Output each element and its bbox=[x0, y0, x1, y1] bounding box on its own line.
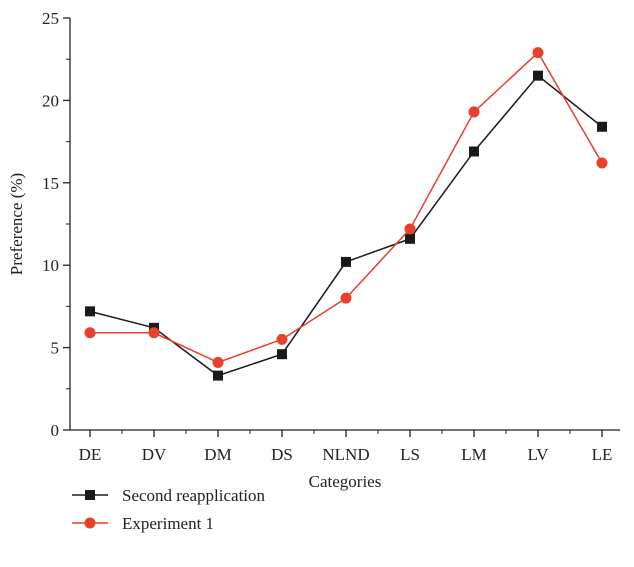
ticks: 0 5 10 15 20 25 DE DV DM DS NLND LS LM LV LE bbox=[42, 9, 612, 464]
y-tick-label: 5 bbox=[51, 339, 60, 358]
y-axis-title: Preference (%) bbox=[7, 173, 26, 275]
x-tick-label: LE bbox=[592, 445, 613, 464]
y-tick-label: 20 bbox=[42, 91, 59, 110]
data-point bbox=[468, 106, 480, 118]
data-point bbox=[469, 146, 479, 157]
x-tick-label: LS bbox=[400, 445, 420, 464]
data-point bbox=[213, 370, 223, 381]
series-line bbox=[90, 51, 603, 364]
y-tick-label: 25 bbox=[42, 9, 59, 28]
series bbox=[84, 47, 608, 381]
data-point bbox=[276, 333, 288, 345]
legend-marker bbox=[84, 517, 96, 529]
x-axis-title: Categories bbox=[309, 472, 382, 491]
data-point bbox=[85, 306, 95, 317]
legend: Second reapplication Experiment 1 bbox=[72, 486, 266, 533]
x-tick-label: DV bbox=[142, 445, 167, 464]
series-line bbox=[89, 74, 603, 377]
y-tick-label: 15 bbox=[42, 174, 59, 193]
data-point bbox=[532, 47, 544, 59]
x-tick-label: NLND bbox=[322, 445, 369, 464]
data-point bbox=[212, 356, 224, 368]
data-point bbox=[597, 121, 607, 132]
y-tick-label: 10 bbox=[42, 256, 59, 275]
series-1 bbox=[85, 70, 607, 381]
data-point bbox=[405, 233, 415, 244]
data-point bbox=[340, 292, 352, 304]
data-point bbox=[341, 256, 351, 267]
legend-label: Second reapplication bbox=[122, 486, 266, 505]
data-point bbox=[148, 327, 160, 339]
y-tick-label: 0 bbox=[51, 421, 60, 440]
legend-item: Experiment 1 bbox=[72, 514, 214, 533]
x-tick-label: DS bbox=[271, 445, 293, 464]
x-tick-label: LV bbox=[527, 445, 549, 464]
x-tick-label: LM bbox=[461, 445, 487, 464]
x-tick-label: DM bbox=[204, 445, 231, 464]
series-2 bbox=[84, 47, 608, 368]
data-point bbox=[84, 327, 96, 339]
data-point bbox=[277, 349, 287, 360]
legend-marker bbox=[85, 490, 95, 500]
legend-item: Second reapplication bbox=[72, 486, 266, 505]
legend-label: Experiment 1 bbox=[122, 514, 214, 533]
data-point bbox=[533, 70, 543, 81]
data-point bbox=[404, 223, 416, 235]
x-tick-label: DE bbox=[79, 445, 102, 464]
data-point bbox=[596, 157, 608, 169]
